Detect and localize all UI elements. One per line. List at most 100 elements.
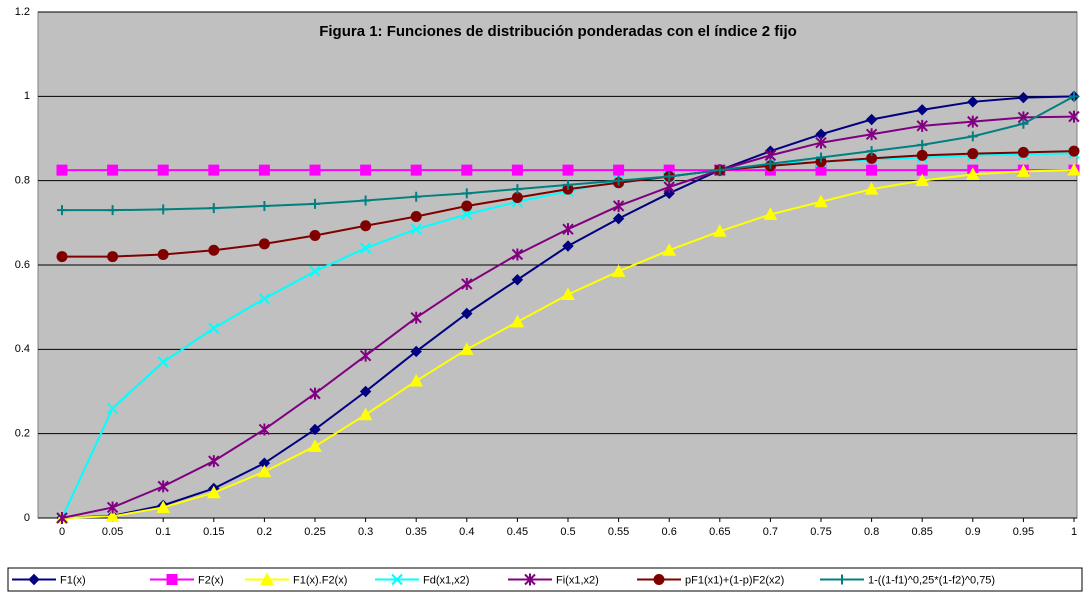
data-point	[410, 164, 422, 176]
data-point	[57, 205, 67, 216]
data-point	[562, 223, 574, 236]
legend-marker	[524, 573, 536, 586]
data-point	[258, 164, 270, 176]
data-point	[359, 242, 372, 254]
data-point	[208, 244, 220, 256]
data-point	[358, 407, 373, 421]
x-tick-label: 0.15	[203, 526, 224, 538]
data-point	[915, 173, 930, 187]
data-point	[967, 96, 979, 108]
data-point	[865, 128, 878, 141]
data-point	[511, 274, 524, 286]
data-point	[258, 293, 271, 305]
legend-marker	[260, 572, 274, 585]
data-point	[511, 248, 524, 261]
data-point	[511, 164, 523, 176]
x-tick-label: 0.65	[709, 526, 730, 538]
data-point	[664, 171, 675, 182]
data-point	[208, 164, 220, 176]
data-point	[411, 191, 422, 202]
x-tick-label: 0.35	[405, 526, 426, 538]
data-point	[257, 464, 272, 478]
data-point	[56, 251, 68, 263]
data-point	[611, 264, 626, 277]
data-point	[258, 423, 271, 436]
data-point	[106, 402, 119, 415]
data-point	[662, 243, 677, 256]
data-point	[613, 164, 625, 176]
x-tick-label: 0.25	[304, 526, 325, 538]
data-point	[105, 509, 120, 522]
data-point	[360, 195, 371, 206]
data-point	[459, 342, 474, 355]
y-tick-label: 0	[24, 512, 30, 524]
data-point	[208, 455, 220, 468]
legend-marker	[28, 573, 40, 586]
data-point	[158, 204, 169, 215]
legend-marker	[837, 574, 847, 585]
data-point	[917, 139, 928, 150]
data-point	[562, 240, 574, 252]
legend-label: Fi(x1,x2)	[556, 574, 599, 586]
data-point	[562, 164, 574, 176]
data-point	[309, 229, 321, 241]
data-point	[56, 512, 68, 524]
x-tick-label: 0.05	[102, 526, 123, 538]
data-point	[563, 179, 573, 190]
data-point	[510, 314, 525, 328]
data-point	[259, 200, 270, 211]
data-point	[360, 220, 372, 232]
y-tick-label: 0.6	[15, 259, 30, 271]
data-point	[814, 194, 828, 208]
data-point	[1069, 91, 1079, 102]
data-point	[866, 164, 878, 176]
x-tick-label: 0.3	[358, 526, 373, 538]
data-point	[107, 251, 119, 263]
data-point	[206, 485, 221, 499]
data-point	[310, 198, 320, 209]
x-tick-label: 0.1	[156, 526, 171, 538]
y-tick-label: 0.4	[15, 343, 30, 355]
data-point	[309, 164, 321, 176]
data-point	[107, 164, 119, 176]
x-tick-label: 0.9	[965, 526, 980, 538]
data-point	[410, 345, 422, 358]
x-tick-label: 0.7	[763, 526, 778, 538]
data-point	[763, 207, 778, 220]
data-point	[461, 188, 472, 199]
legend-label: F1(x)	[60, 574, 86, 586]
legend-marker	[166, 574, 178, 585]
data-point	[916, 119, 928, 132]
x-tick-label: 0.45	[507, 526, 528, 538]
data-point	[865, 113, 878, 126]
data-point	[663, 180, 675, 193]
data-point	[765, 158, 776, 169]
data-point	[1018, 118, 1029, 129]
legend-label: F1(x).F2(x)	[293, 574, 347, 586]
data-point	[866, 146, 877, 157]
data-point	[359, 385, 372, 398]
data-point	[360, 164, 372, 176]
chart-title: Figura 1: Funciones de distribución pond…	[319, 23, 797, 40]
y-tick-label: 0.2	[15, 428, 30, 440]
data-point	[410, 211, 422, 223]
data-point	[967, 115, 979, 128]
data-point	[157, 248, 169, 260]
data-point	[107, 205, 118, 216]
y-tick-label: 1.2	[15, 6, 30, 18]
data-point	[409, 373, 424, 387]
x-tick-label: 0.2	[257, 526, 272, 538]
data-point	[1068, 145, 1080, 157]
data-point	[157, 480, 169, 493]
data-point	[258, 238, 270, 250]
data-point	[512, 184, 523, 195]
x-tick-label: 0.75	[810, 526, 831, 538]
x-tick-label: 1	[1071, 526, 1077, 538]
data-point	[612, 212, 625, 225]
x-tick-label: 0	[59, 526, 65, 538]
x-tick-label: 0.85	[911, 526, 932, 538]
data-point	[308, 439, 322, 452]
data-point	[410, 223, 422, 235]
data-point	[1016, 164, 1031, 177]
